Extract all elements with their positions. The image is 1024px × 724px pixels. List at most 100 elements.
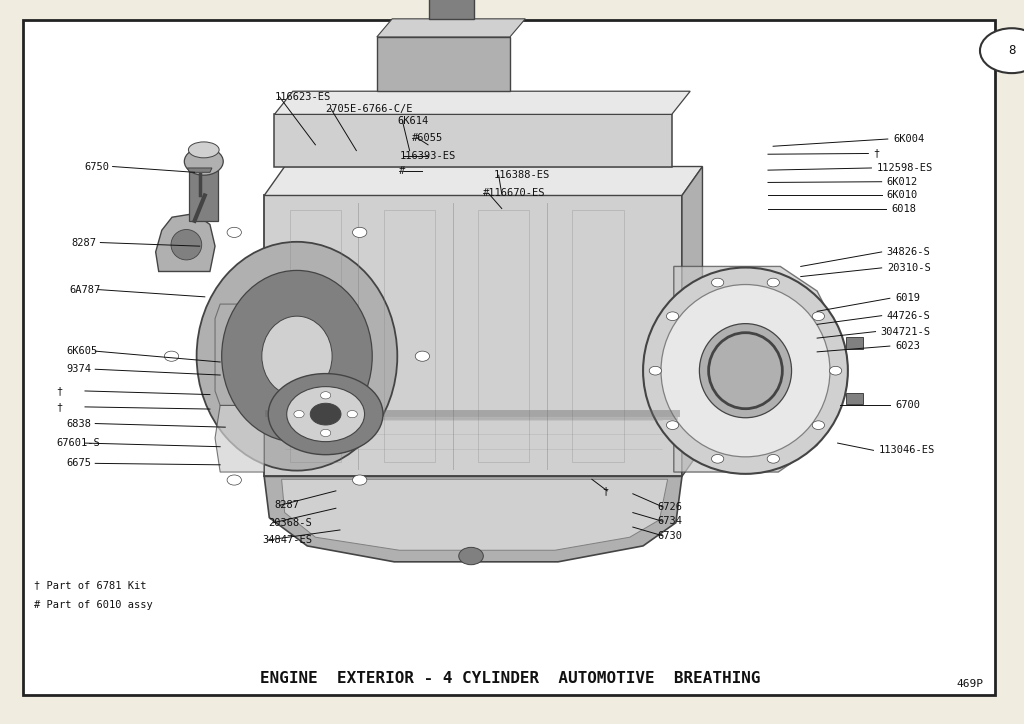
Text: 2705E-6766-C/E: 2705E-6766-C/E: [326, 104, 413, 114]
Text: 6018: 6018: [891, 203, 915, 214]
Circle shape: [667, 421, 679, 429]
Text: 6A787: 6A787: [70, 285, 101, 295]
Polygon shape: [674, 266, 842, 472]
Polygon shape: [377, 19, 525, 37]
Text: 116388-ES: 116388-ES: [494, 170, 550, 180]
Text: 116623-ES: 116623-ES: [274, 92, 331, 102]
Text: †: †: [56, 386, 62, 396]
Text: 20310-S: 20310-S: [887, 263, 931, 273]
Text: 67601-S: 67601-S: [56, 438, 100, 448]
Text: †: †: [56, 402, 62, 412]
Polygon shape: [187, 168, 212, 172]
Polygon shape: [215, 304, 264, 405]
Bar: [572, 210, 624, 462]
Ellipse shape: [662, 285, 830, 457]
Circle shape: [649, 366, 662, 375]
Circle shape: [829, 366, 842, 375]
Ellipse shape: [184, 148, 223, 175]
Text: 304721-S: 304721-S: [881, 327, 931, 337]
Circle shape: [416, 351, 430, 361]
Text: 6K010: 6K010: [887, 190, 919, 201]
Circle shape: [667, 312, 679, 321]
Text: 6K605: 6K605: [67, 346, 98, 356]
Ellipse shape: [643, 268, 848, 473]
Circle shape: [352, 475, 367, 485]
Text: 6675: 6675: [67, 458, 91, 468]
Polygon shape: [682, 167, 702, 476]
Text: ENGINE  EXTERIOR - 4 CYLINDER  AUTOMOTIVE  BREATHING: ENGINE EXTERIOR - 4 CYLINDER AUTOMOTIVE …: [260, 671, 760, 686]
Ellipse shape: [171, 230, 202, 260]
Polygon shape: [264, 476, 682, 562]
Text: 8: 8: [1008, 44, 1016, 57]
Text: 34826-S: 34826-S: [887, 247, 931, 257]
Text: 34847-ES: 34847-ES: [262, 535, 312, 545]
Text: 6734: 6734: [657, 516, 682, 526]
Circle shape: [294, 411, 304, 418]
Circle shape: [352, 227, 367, 237]
Text: 44726-S: 44726-S: [887, 311, 931, 321]
Bar: [290, 210, 341, 462]
Polygon shape: [156, 214, 215, 272]
Bar: [384, 210, 435, 462]
Circle shape: [347, 411, 357, 418]
Text: 113046-ES: 113046-ES: [879, 445, 935, 455]
Circle shape: [268, 374, 383, 455]
Bar: [189, 170, 218, 221]
Text: 469P: 469P: [956, 679, 983, 689]
Circle shape: [321, 392, 331, 399]
Circle shape: [227, 475, 242, 485]
Circle shape: [227, 227, 242, 237]
Circle shape: [712, 455, 724, 463]
Circle shape: [712, 278, 724, 287]
Circle shape: [980, 28, 1024, 73]
Bar: [847, 392, 863, 404]
Ellipse shape: [221, 271, 373, 442]
Polygon shape: [282, 479, 668, 550]
Polygon shape: [274, 91, 690, 114]
Text: 6700: 6700: [895, 400, 920, 411]
Text: 6750: 6750: [84, 161, 109, 172]
Circle shape: [164, 351, 178, 361]
Circle shape: [287, 387, 365, 442]
Text: 6K614: 6K614: [397, 116, 429, 126]
Text: 6023: 6023: [895, 341, 920, 351]
Polygon shape: [264, 167, 702, 195]
Text: 9374: 9374: [67, 364, 91, 374]
Text: † Part of 6781 Kit: † Part of 6781 Kit: [34, 580, 146, 590]
Polygon shape: [215, 405, 264, 472]
Text: 116393-ES: 116393-ES: [399, 151, 456, 161]
Text: #6055: #6055: [412, 132, 443, 143]
Text: # Part of 6010 assy: # Part of 6010 assy: [34, 600, 153, 610]
Ellipse shape: [699, 324, 792, 418]
Circle shape: [459, 547, 483, 565]
Ellipse shape: [197, 242, 397, 471]
Bar: [264, 195, 682, 476]
Text: †: †: [602, 486, 608, 496]
Bar: [478, 210, 529, 462]
Text: 112598-ES: 112598-ES: [877, 163, 933, 173]
Text: 6K012: 6K012: [887, 177, 919, 187]
Text: 6838: 6838: [67, 418, 91, 429]
Text: 6730: 6730: [657, 531, 682, 541]
Text: 6019: 6019: [895, 293, 920, 303]
Text: 6K004: 6K004: [893, 134, 925, 144]
Text: #116670-ES: #116670-ES: [483, 188, 546, 198]
Bar: [274, 114, 672, 167]
Circle shape: [812, 312, 824, 321]
Text: †: †: [873, 148, 880, 159]
Ellipse shape: [262, 316, 332, 396]
Circle shape: [767, 455, 779, 463]
Text: 8287: 8287: [72, 237, 96, 248]
Bar: [377, 37, 510, 91]
Circle shape: [321, 429, 331, 437]
Circle shape: [767, 278, 779, 287]
Bar: [847, 337, 863, 349]
Bar: [429, 0, 474, 19]
Text: 8287: 8287: [274, 500, 299, 510]
Text: 6726: 6726: [657, 502, 682, 512]
Circle shape: [812, 421, 824, 429]
Ellipse shape: [188, 142, 219, 158]
Text: 20368-S: 20368-S: [268, 518, 312, 528]
Circle shape: [310, 403, 341, 425]
Text: #: #: [399, 166, 406, 176]
